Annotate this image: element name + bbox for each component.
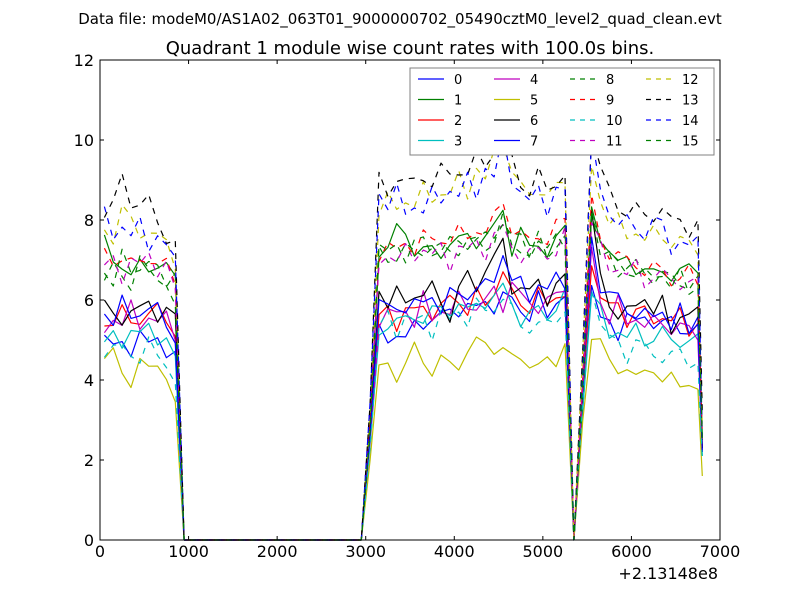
series-line-8 [103, 211, 703, 541]
series-line-6 [103, 211, 703, 541]
legend-box [409, 67, 715, 156]
y-tick-label: 0 [84, 531, 94, 550]
x-tick-label: 5000 [522, 542, 563, 561]
legend-label-3: 3 [454, 135, 462, 150]
x-tick-label: 3000 [345, 542, 386, 561]
legend-label-14: 14 [682, 114, 699, 129]
legend-label-8: 8 [606, 73, 614, 88]
legend-label-2: 2 [454, 114, 462, 129]
plot-lines [103, 117, 703, 541]
series-line-11 [103, 222, 703, 541]
legend-label-4: 4 [530, 73, 538, 88]
series-line-12 [103, 145, 703, 541]
legend-label-13: 13 [682, 94, 699, 109]
series-line-15 [103, 209, 703, 541]
series-line-7 [103, 236, 703, 541]
legend-label-12: 12 [682, 73, 699, 88]
legend-label-11: 11 [606, 135, 623, 150]
y-tick-label: 6 [84, 291, 94, 310]
x-tick-label: 4000 [434, 542, 475, 561]
x-tick-label: 1000 [168, 542, 209, 561]
legend-label-6: 6 [530, 114, 538, 129]
x-tick-label: 7000 [700, 542, 741, 561]
x-tick-label: 6000 [611, 542, 652, 561]
series-line-13 [103, 117, 703, 541]
legend-label-5: 5 [530, 94, 538, 109]
suptitle: Data file: modeM0/AS1A02_063T01_90000007… [78, 10, 722, 29]
y-tick-label: 10 [74, 131, 94, 150]
series-line-4 [103, 246, 703, 541]
series-line-1 [103, 206, 703, 541]
legend-label-10: 10 [606, 114, 623, 129]
series-line-10 [103, 290, 703, 541]
legend-label-15: 15 [682, 135, 699, 150]
legend-label-9: 9 [606, 94, 614, 109]
y-tick-label: 12 [74, 51, 94, 70]
y-tick-label: 4 [84, 371, 94, 390]
x-tick-label: 2000 [257, 542, 298, 561]
chart-title: Quadrant 1 module wise count rates with … [166, 38, 655, 59]
series-line-2 [104, 265, 703, 541]
legend-label-0: 0 [454, 73, 462, 88]
legend-label-1: 1 [454, 94, 462, 109]
x-offset-label: +2.13148e8 [618, 564, 718, 583]
y-tick-label: 2 [84, 451, 94, 470]
y-tick-label: 8 [84, 211, 94, 230]
series-line-5 [103, 336, 703, 541]
x-tick-label: 0 [95, 542, 105, 561]
series-line-0 [103, 284, 703, 541]
legend-label-7: 7 [530, 135, 538, 150]
